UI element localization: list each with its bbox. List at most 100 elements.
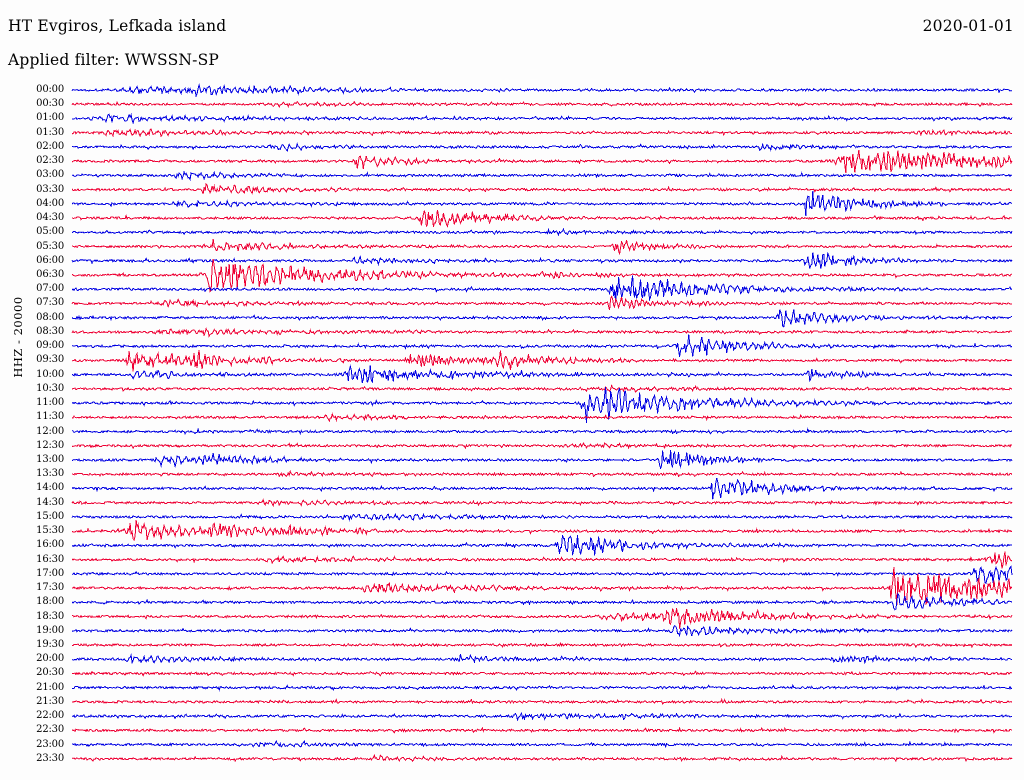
trace-row <box>71 259 1013 293</box>
time-label: 11:00 <box>36 397 64 409</box>
trace-row <box>71 183 1013 195</box>
trace-row <box>71 726 1013 734</box>
trace-row <box>71 100 1013 109</box>
trace-row <box>71 653 1013 665</box>
trace-row <box>71 142 1013 153</box>
trace-row <box>71 498 1013 508</box>
trace-row <box>71 150 1013 174</box>
time-label: 16:30 <box>36 553 64 565</box>
time-label: 18:30 <box>36 610 64 622</box>
time-label: 12:00 <box>36 425 64 437</box>
trace-row <box>71 608 1013 629</box>
time-label: 14:00 <box>36 482 64 494</box>
trace-row <box>71 534 1013 556</box>
trace-row <box>71 227 1013 237</box>
record-date-label: 2020-01-01 <box>922 17 1014 35</box>
applied-filter-label: Applied filter: WWSSN-SP <box>8 51 220 69</box>
trace-row <box>71 520 1013 541</box>
time-label: 08:00 <box>36 311 64 323</box>
time-label: 03:00 <box>36 169 64 181</box>
trace-row <box>71 128 1013 138</box>
time-label: 00:30 <box>36 98 64 110</box>
time-label: 05:30 <box>36 240 64 252</box>
time-label: 14:30 <box>36 496 64 508</box>
time-label: 10:00 <box>36 368 64 380</box>
trace-row <box>71 113 1013 125</box>
time-label: 17:00 <box>36 567 64 579</box>
trace-row <box>71 739 1013 749</box>
time-label: 13:00 <box>36 453 64 465</box>
time-label: 11:30 <box>36 411 64 423</box>
trace-row <box>71 350 1013 372</box>
trace-row <box>71 170 1013 182</box>
time-label: 01:30 <box>36 126 64 138</box>
time-label: 04:00 <box>36 197 64 209</box>
time-label: 23:30 <box>36 752 64 764</box>
trace-row <box>71 551 1013 569</box>
trace-row <box>71 427 1013 436</box>
trace-row <box>71 441 1013 450</box>
trace-row <box>71 641 1013 649</box>
trace-row <box>71 387 1013 423</box>
time-label: 06:00 <box>36 254 64 266</box>
trace-row <box>71 477 1013 500</box>
trace-row <box>71 82 1013 98</box>
trace-row <box>71 294 1013 311</box>
trace-row <box>71 469 1013 478</box>
time-axis-labels: 00:00 00:30 01:00 01:30 02:00 02:30 03:00 03:30… <box>0 0 72 780</box>
trace-row <box>71 190 1013 216</box>
time-label: 09:30 <box>36 354 64 366</box>
time-label: 12:30 <box>36 439 64 451</box>
time-label: 22:30 <box>36 724 64 736</box>
trace-row <box>71 698 1013 705</box>
time-label: 05:00 <box>36 226 64 238</box>
time-label: 20:30 <box>36 667 64 679</box>
trace-row <box>71 251 1013 269</box>
time-label: 16:00 <box>36 539 64 551</box>
time-label: 10:30 <box>36 382 64 394</box>
time-label: 19:30 <box>36 638 64 650</box>
time-label: 02:30 <box>36 155 64 167</box>
trace-row <box>71 364 1013 384</box>
time-label: 15:00 <box>36 510 64 522</box>
trace-row <box>71 449 1013 470</box>
trace-row <box>71 712 1013 722</box>
trace-row <box>71 239 1013 255</box>
trace-row <box>71 565 1013 585</box>
time-label: 02:00 <box>36 140 64 152</box>
trace-row <box>72 683 1013 692</box>
time-label: 08:30 <box>36 325 64 337</box>
time-label: 17:30 <box>36 582 64 594</box>
time-label: 21:00 <box>36 681 64 693</box>
time-label: 01:00 <box>36 112 64 124</box>
time-label: 00:00 <box>36 84 64 95</box>
time-label: 07:00 <box>36 283 64 295</box>
time-label: 21:30 <box>36 695 64 707</box>
time-label: 06:30 <box>36 268 64 280</box>
trace-row <box>71 209 1013 229</box>
trace-row <box>71 624 1013 637</box>
trace-row <box>71 753 1013 763</box>
time-label: 20:00 <box>36 653 64 665</box>
trace-row <box>71 275 1013 303</box>
time-label: 09:00 <box>36 340 64 352</box>
trace-row <box>71 512 1013 522</box>
time-label: 18:00 <box>36 596 64 608</box>
trace-row <box>71 309 1013 328</box>
trace-row <box>71 592 1013 611</box>
trace-row <box>71 334 1013 357</box>
trace-row <box>71 383 1013 394</box>
trace-row <box>71 567 1013 606</box>
time-label: 23:00 <box>36 738 64 750</box>
time-label: 19:00 <box>36 624 64 636</box>
page-title: HT Evgiros, Lefkada island <box>8 17 227 35</box>
trace-row <box>71 412 1013 423</box>
time-label: 22:00 <box>36 710 64 722</box>
time-label: 07:30 <box>36 297 64 309</box>
time-label: 13:30 <box>36 468 64 480</box>
trace-row <box>71 326 1013 338</box>
time-label: 03:30 <box>36 183 64 195</box>
